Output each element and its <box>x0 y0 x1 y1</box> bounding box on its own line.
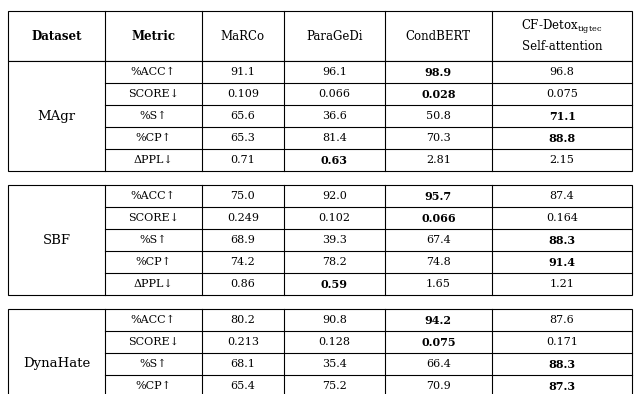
Text: 78.2: 78.2 <box>322 257 347 267</box>
Text: 71.1: 71.1 <box>548 110 575 121</box>
Bar <box>8 309 632 394</box>
Text: %S↑: %S↑ <box>140 359 167 369</box>
Text: SCORE↓: SCORE↓ <box>128 337 179 347</box>
Text: 0.249: 0.249 <box>227 213 259 223</box>
Text: Metric: Metric <box>131 30 175 43</box>
Text: SCORE↓: SCORE↓ <box>128 213 179 223</box>
Text: 68.1: 68.1 <box>230 359 255 369</box>
Text: 0.63: 0.63 <box>321 154 348 165</box>
Text: DynaHate: DynaHate <box>23 357 90 370</box>
Text: %ACC↑: %ACC↑ <box>131 67 176 77</box>
Text: 0.075: 0.075 <box>421 336 456 348</box>
Text: %ACC↑: %ACC↑ <box>131 191 176 201</box>
Text: 81.4: 81.4 <box>322 133 347 143</box>
Text: %S↑: %S↑ <box>140 235 167 245</box>
Text: 0.102: 0.102 <box>318 213 350 223</box>
Text: SBF: SBF <box>42 234 70 247</box>
Text: 65.6: 65.6 <box>230 111 255 121</box>
Text: 2.15: 2.15 <box>550 155 575 165</box>
Text: 1.21: 1.21 <box>550 279 575 289</box>
Text: %S↑: %S↑ <box>140 111 167 121</box>
Text: 0.213: 0.213 <box>227 337 259 347</box>
Text: 94.2: 94.2 <box>425 314 452 325</box>
Text: 88.3: 88.3 <box>548 359 575 370</box>
Text: CF-Detox$_{\mathregular{tigtec}}$: CF-Detox$_{\mathregular{tigtec}}$ <box>521 18 603 36</box>
Text: 2.81: 2.81 <box>426 155 451 165</box>
Text: 0.075: 0.075 <box>546 89 578 99</box>
Text: CondBERT: CondBERT <box>406 30 471 43</box>
Text: 75.2: 75.2 <box>322 381 347 391</box>
Bar <box>8 11 632 61</box>
Text: 70.3: 70.3 <box>426 133 451 143</box>
Text: 0.86: 0.86 <box>230 279 255 289</box>
Text: 35.4: 35.4 <box>322 359 347 369</box>
Text: %ACC↑: %ACC↑ <box>131 315 176 325</box>
Text: 95.7: 95.7 <box>425 191 452 201</box>
Text: 90.8: 90.8 <box>322 315 347 325</box>
Text: 65.3: 65.3 <box>230 133 255 143</box>
Text: 92.0: 92.0 <box>322 191 347 201</box>
Text: 96.8: 96.8 <box>550 67 575 77</box>
Text: 74.2: 74.2 <box>230 257 255 267</box>
Text: 80.2: 80.2 <box>230 315 255 325</box>
Text: ParaGeDi: ParaGeDi <box>306 30 363 43</box>
Text: 91.4: 91.4 <box>548 256 575 268</box>
Text: 65.4: 65.4 <box>230 381 255 391</box>
Text: 68.9: 68.9 <box>230 235 255 245</box>
Text: 87.4: 87.4 <box>550 191 575 201</box>
Text: 87.3: 87.3 <box>548 381 575 392</box>
Text: 67.4: 67.4 <box>426 235 451 245</box>
Text: 74.8: 74.8 <box>426 257 451 267</box>
Text: %CP↑: %CP↑ <box>135 133 172 143</box>
Text: MaRCo: MaRCo <box>221 30 265 43</box>
Text: 88.8: 88.8 <box>548 132 575 143</box>
Text: Self-attention: Self-attention <box>522 39 602 52</box>
Text: 0.71: 0.71 <box>230 155 255 165</box>
Text: 50.8: 50.8 <box>426 111 451 121</box>
Text: %CP↑: %CP↑ <box>135 257 172 267</box>
Text: 66.4: 66.4 <box>426 359 451 369</box>
Text: 75.0: 75.0 <box>230 191 255 201</box>
Text: Dataset: Dataset <box>31 30 82 43</box>
Text: 91.1: 91.1 <box>230 67 255 77</box>
Text: 0.128: 0.128 <box>318 337 350 347</box>
Text: MAgr: MAgr <box>37 110 76 123</box>
Text: 98.9: 98.9 <box>425 67 452 78</box>
Text: 0.164: 0.164 <box>546 213 578 223</box>
Text: 0.109: 0.109 <box>227 89 259 99</box>
Text: 70.9: 70.9 <box>426 381 451 391</box>
Text: 36.6: 36.6 <box>322 111 347 121</box>
Bar <box>8 61 632 171</box>
Text: SCORE↓: SCORE↓ <box>128 89 179 99</box>
Text: 0.066: 0.066 <box>318 89 350 99</box>
Text: 1.65: 1.65 <box>426 279 451 289</box>
Text: 39.3: 39.3 <box>322 235 347 245</box>
Text: %CP↑: %CP↑ <box>135 381 172 391</box>
Text: 0.59: 0.59 <box>321 279 348 290</box>
Text: 87.6: 87.6 <box>550 315 575 325</box>
Text: 0.028: 0.028 <box>421 89 456 100</box>
Text: 96.1: 96.1 <box>322 67 347 77</box>
Text: 0.171: 0.171 <box>546 337 578 347</box>
Text: ΔPPL↓: ΔPPL↓ <box>133 279 173 289</box>
Text: ΔPPL↓: ΔPPL↓ <box>133 155 173 165</box>
Text: 0.066: 0.066 <box>421 212 456 223</box>
Text: 88.3: 88.3 <box>548 234 575 245</box>
Bar <box>8 185 632 295</box>
